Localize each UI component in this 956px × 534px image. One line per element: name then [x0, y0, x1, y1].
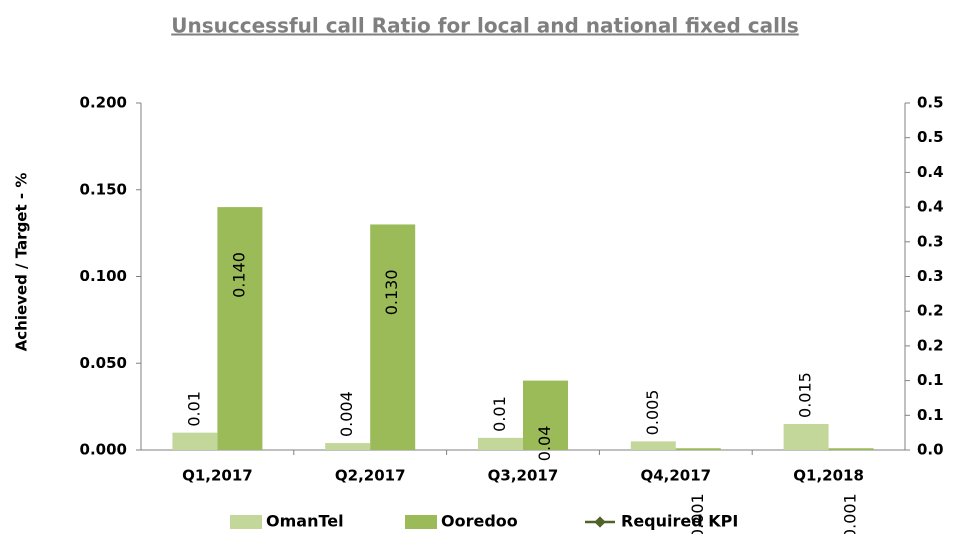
x-tick-label: Q3,2017	[488, 467, 559, 485]
data-label: 0.001	[688, 493, 707, 534]
bar	[325, 443, 371, 450]
bar	[217, 207, 263, 450]
y2-tick-label: 0.2	[917, 336, 944, 354]
y-tick-label: 0.000	[80, 441, 127, 459]
legend-label: Ooredoo	[441, 512, 518, 531]
data-label: 0.130	[382, 269, 401, 315]
y-tick-label: 0.150	[80, 180, 127, 198]
y2-tick-label: 0.5	[917, 128, 944, 146]
legend-marker	[594, 516, 606, 528]
bar	[828, 448, 874, 450]
x-tick-label: Q4,2017	[640, 467, 711, 485]
data-label: 0.01	[184, 391, 203, 427]
x-tick-label: Q1,2018	[793, 467, 864, 485]
y-tick-label: 0.050	[80, 354, 127, 372]
y2-tick-label: 0.3	[917, 232, 944, 250]
y-axis-label: Achieved / Target - %	[13, 173, 31, 352]
bar	[523, 380, 568, 450]
data-label: 0.001	[841, 493, 860, 534]
bar	[370, 224, 416, 450]
bar	[630, 441, 676, 450]
bar	[172, 432, 218, 450]
y2-tick-label: 0.4	[917, 198, 944, 216]
legend-label: OmanTel	[266, 512, 344, 531]
y2-tick-label: 0.5	[917, 94, 944, 112]
legend-label: Required KPI	[621, 512, 738, 531]
data-label: 0.04	[535, 426, 554, 462]
data-label: 0.01	[490, 396, 509, 432]
chart-title: Unsuccessful call Ratio for local and na…	[171, 14, 799, 38]
bar	[783, 423, 829, 450]
bar	[478, 437, 523, 450]
y-tick-label: 0.200	[80, 94, 127, 112]
y2-tick-label: 0.2	[917, 302, 944, 320]
y2-tick-label: 0.1	[917, 371, 944, 389]
legend-swatch	[230, 515, 262, 529]
legend-swatch	[405, 515, 437, 529]
bar	[675, 448, 721, 450]
y-tick-label: 0.100	[80, 267, 127, 285]
data-label: 0.004	[337, 391, 356, 437]
x-tick-label: Q2,2017	[335, 467, 406, 485]
y2-tick-label: 0.1	[917, 406, 944, 424]
y2-tick-label: 0.4	[917, 163, 944, 181]
x-tick-label: Q1,2017	[182, 467, 253, 485]
y2-tick-label: 0.3	[917, 267, 944, 285]
data-label: 0.015	[796, 372, 815, 418]
data-label: 0.140	[229, 252, 248, 298]
y2-tick-label: 0.0	[917, 441, 944, 459]
data-label: 0.005	[643, 390, 662, 436]
